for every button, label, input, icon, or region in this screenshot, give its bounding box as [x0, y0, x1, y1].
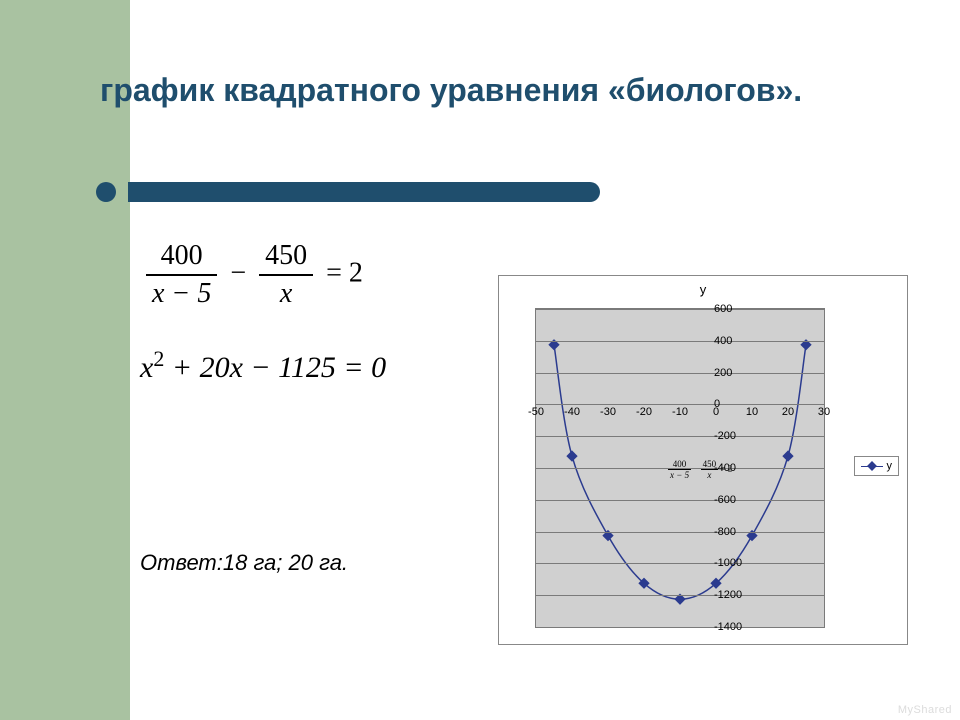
gridline — [536, 627, 824, 628]
chart-legend: y — [854, 456, 900, 476]
fraction-2: 450 x — [259, 240, 313, 310]
frac2-numerator: 450 — [259, 240, 313, 272]
chart-y-title: y — [499, 282, 907, 297]
y-tick-label: -1200 — [714, 589, 742, 601]
title-divider — [0, 178, 600, 206]
slide: график квадратного уравнения «биологов».… — [0, 0, 960, 720]
x-tick-label: 10 — [746, 406, 758, 418]
watermark: MyShared — [898, 704, 952, 716]
equation-2: x2 + 20x − 1125 = 0 — [140, 346, 386, 385]
eq2-var: x — [140, 351, 153, 384]
minus-operator: − — [230, 257, 246, 288]
gridline — [536, 404, 824, 405]
gridline — [536, 436, 824, 437]
equations: 400 x − 5 − 450 x = 2 x2 + 20x − 1125 = … — [140, 240, 386, 385]
x-tick-label: -10 — [672, 406, 688, 418]
frac1-denominator: x − 5 — [146, 278, 217, 310]
y-tick-label: 200 — [714, 367, 732, 379]
gridline — [536, 532, 824, 533]
eq2-rest: + 20x − 1125 = 0 — [164, 351, 386, 384]
eq2-exponent: 2 — [153, 346, 164, 371]
gridline — [536, 563, 824, 564]
legend-label: y — [887, 460, 893, 472]
y-tick-label: -800 — [714, 526, 736, 538]
slide-title: график квадратного уравнения «биологов». — [100, 72, 880, 109]
equation-rhs: 2 — [349, 257, 363, 288]
frac1-numerator: 400 — [146, 240, 217, 272]
y-tick-label: -1000 — [714, 557, 742, 569]
answer-text: Ответ:18 га; 20 га. — [140, 550, 348, 576]
frac2-denominator: x — [259, 278, 313, 310]
x-tick-label: 20 — [782, 406, 794, 418]
x-tick-label: -40 — [564, 406, 580, 418]
x-tick-label: -20 — [636, 406, 652, 418]
gridline — [536, 373, 824, 374]
equation-1: 400 x − 5 − 450 x = 2 — [140, 240, 386, 310]
x-tick-label: -30 — [600, 406, 616, 418]
y-tick-label: 400 — [714, 335, 732, 347]
gridline — [536, 341, 824, 342]
data-marker — [566, 450, 577, 461]
y-tick-label: -200 — [714, 430, 736, 442]
divider-bar — [128, 182, 600, 202]
y-tick-label: -400 — [714, 462, 736, 474]
x-tick-label: -50 — [528, 406, 544, 418]
gridline — [536, 468, 824, 469]
legend-marker-icon — [861, 466, 883, 467]
data-marker — [782, 450, 793, 461]
plot-area: 400x − 5 − 450x = 2 6004002000-200-400-6… — [535, 308, 825, 628]
fraction-1: 400 x − 5 — [146, 240, 217, 310]
parabola-chart: y 400x − 5 − 450x = 2 6004002000-200-400… — [498, 275, 908, 645]
equals-operator: = — [326, 257, 342, 288]
gridline — [536, 309, 824, 310]
x-tick-label: 30 — [818, 406, 830, 418]
y-tick-label: -600 — [714, 494, 736, 506]
y-tick-label: -1400 — [714, 621, 742, 633]
x-tick-label: 0 — [713, 406, 719, 418]
gridline — [536, 500, 824, 501]
divider-dot-icon — [96, 182, 116, 202]
gridline — [536, 595, 824, 596]
y-tick-label: 600 — [714, 303, 732, 315]
